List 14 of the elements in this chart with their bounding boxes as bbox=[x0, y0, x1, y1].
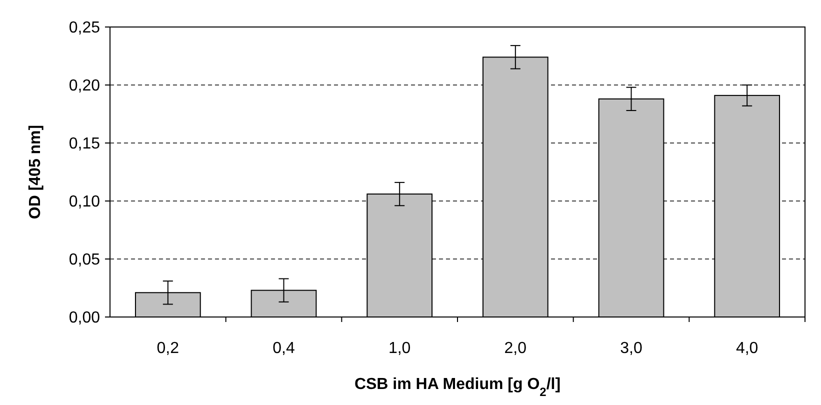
x-tick-label: 4,0 bbox=[736, 340, 758, 357]
x-tick-label: 0,4 bbox=[272, 340, 295, 357]
x-tick-label: 1,0 bbox=[388, 340, 411, 357]
y-tick-label: 0,00 bbox=[68, 310, 100, 327]
y-tick-label: 0,05 bbox=[68, 252, 100, 269]
x-axis-title: CSB im HA Medium [g O$_{2}$/l] bbox=[354, 376, 561, 399]
x-tick-label: 2,0 bbox=[504, 340, 527, 357]
y-tick-label: 0,25 bbox=[68, 20, 100, 37]
x-tick-label: 0,2 bbox=[156, 340, 180, 357]
x-tick-label: 3,0 bbox=[620, 340, 642, 357]
y-tick-label: 0,10 bbox=[68, 194, 100, 211]
y-tick-label: 0,20 bbox=[68, 78, 100, 95]
y-tick-label: 0,15 bbox=[68, 136, 100, 153]
y-axis-title: OD [405 nm] bbox=[27, 124, 44, 220]
